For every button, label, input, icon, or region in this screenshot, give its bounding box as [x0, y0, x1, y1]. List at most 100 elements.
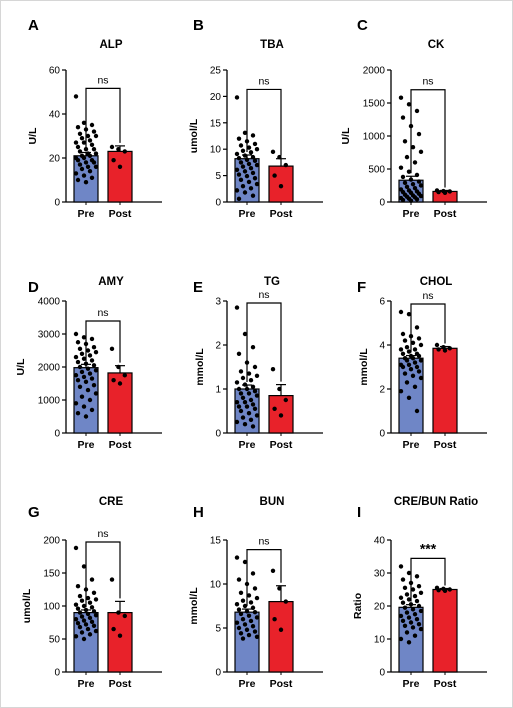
- data-point: [77, 384, 83, 389]
- data-point: [254, 147, 260, 152]
- chart-title: BUN: [260, 496, 285, 508]
- data-point: [418, 590, 424, 595]
- x-tick-label: Pre: [239, 678, 256, 690]
- data-point: [254, 634, 260, 639]
- data-point: [277, 586, 282, 591]
- data-point: [400, 197, 406, 203]
- data-point: [244, 173, 250, 179]
- data-point: [244, 157, 250, 162]
- data-point: [87, 371, 93, 376]
- data-point: [270, 568, 276, 573]
- data-point: [83, 414, 89, 419]
- data-point: [73, 545, 79, 551]
- data-point: [79, 351, 85, 356]
- data-point: [416, 131, 422, 137]
- data-point: [418, 149, 424, 155]
- data-point: [85, 348, 91, 353]
- data-point: [85, 387, 91, 393]
- data-point: [242, 559, 248, 565]
- data-point: [248, 150, 254, 155]
- data-point: [77, 624, 83, 630]
- data-point: [236, 386, 242, 392]
- data-point: [250, 170, 256, 176]
- data-point: [402, 585, 408, 591]
- data-point: [75, 584, 81, 589]
- x-tick-label: Pre: [403, 439, 420, 451]
- data-point: [410, 587, 416, 592]
- y-tick-label: 40: [49, 110, 61, 121]
- data-point: [250, 605, 256, 610]
- y-axis-label: mmol/L: [194, 348, 206, 386]
- data-point: [236, 577, 242, 582]
- data-point: [79, 394, 85, 399]
- panel-i: I CRE/BUN Ratio 0 10 20 30 40 Ratio Pre Post ***: [352, 496, 487, 690]
- data-point: [75, 340, 81, 345]
- y-tick-label: 50: [49, 635, 61, 646]
- data-point: [242, 331, 248, 337]
- data-point: [117, 164, 123, 169]
- data-point: [73, 617, 79, 622]
- y-tick-label: 5: [215, 624, 221, 635]
- y-tick-label: 6: [379, 297, 385, 308]
- data-point: [404, 184, 410, 190]
- data-point: [410, 145, 416, 150]
- x-tick-label: Pre: [403, 678, 420, 690]
- data-point: [234, 555, 240, 560]
- significance-label: ns: [258, 536, 269, 548]
- data-point: [398, 389, 404, 394]
- data-point: [246, 391, 252, 396]
- data-point: [91, 623, 97, 628]
- data-point: [81, 636, 87, 642]
- data-point: [410, 181, 416, 187]
- data-point: [278, 627, 284, 632]
- data-point: [75, 144, 81, 150]
- data-point: [400, 351, 406, 356]
- data-point: [109, 144, 115, 150]
- data-point: [93, 164, 99, 169]
- data-point: [418, 608, 424, 614]
- data-point: [250, 193, 256, 198]
- data-point: [414, 574, 420, 579]
- data-point: [442, 190, 448, 195]
- panel-letter: H: [193, 504, 204, 521]
- data-point: [272, 617, 277, 622]
- data-point: [406, 615, 412, 620]
- y-tick-label: 30: [374, 569, 386, 580]
- y-tick-label: 0: [215, 668, 221, 679]
- data-point: [410, 356, 416, 361]
- data-point: [116, 610, 121, 615]
- significance-bracket: [410, 303, 446, 353]
- data-point: [93, 613, 99, 618]
- data-point: [436, 587, 441, 593]
- data-point: [238, 631, 244, 636]
- data-point: [250, 345, 256, 350]
- data-point: [91, 382, 97, 388]
- data-point: [248, 618, 254, 624]
- data-point: [278, 413, 284, 418]
- data-point: [75, 620, 81, 626]
- bar-post: [432, 347, 458, 434]
- data-point: [91, 590, 97, 595]
- data-point: [414, 364, 420, 370]
- panel-g: G CRE 0 50 100 150 200 umol/L Pre Post ns: [21, 496, 162, 690]
- data-point: [408, 602, 414, 607]
- data-point: [111, 378, 116, 383]
- data-point: [406, 169, 412, 174]
- data-point: [406, 640, 412, 645]
- data-point: [250, 133, 256, 138]
- data-point: [111, 158, 116, 163]
- data-point: [234, 620, 240, 625]
- data-point: [91, 609, 97, 614]
- data-point: [122, 613, 128, 619]
- y-tick-label: 40: [374, 536, 386, 547]
- data-point: [109, 577, 115, 582]
- data-point: [244, 404, 250, 409]
- data-point: [402, 623, 408, 628]
- chart-title: CHOL: [420, 276, 453, 288]
- data-point: [91, 147, 97, 152]
- data-point: [75, 411, 81, 416]
- data-point: [398, 95, 404, 100]
- data-point: [85, 626, 91, 632]
- data-point: [250, 154, 256, 160]
- data-point: [116, 147, 121, 152]
